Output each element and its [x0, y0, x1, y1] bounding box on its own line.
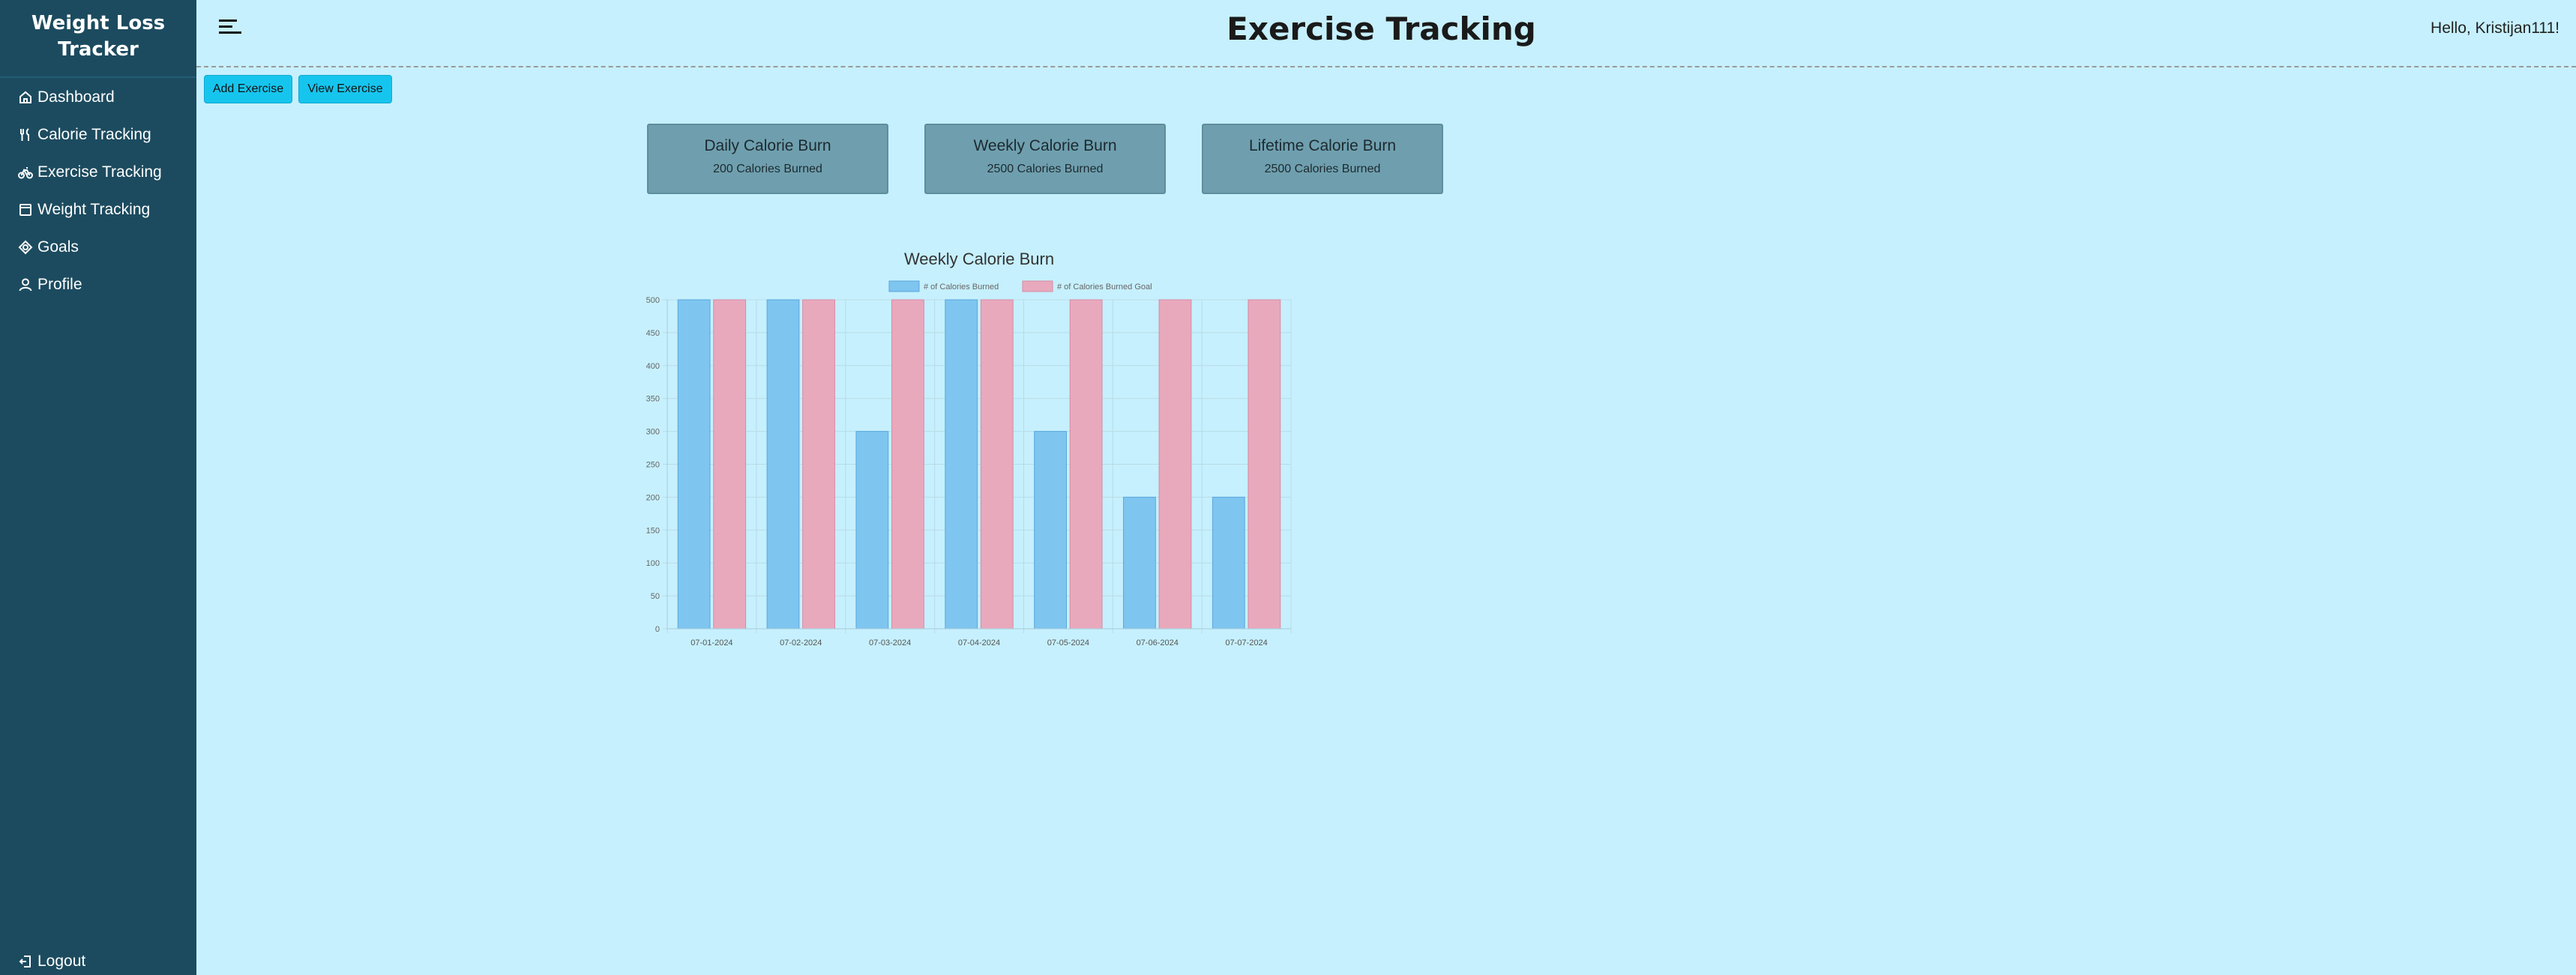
bar-calories-burned: [945, 299, 978, 630]
y-tick-label: 0: [655, 625, 660, 634]
bar-calories-burned: [766, 299, 800, 630]
scale-icon: [19, 204, 31, 216]
legend-label: # of Calories Burned Goal: [1057, 283, 1152, 292]
x-tick-label: 07-06-2024: [1137, 639, 1179, 648]
bar-calories-goal: [1069, 299, 1103, 630]
sidebar-item-calorie-tracking[interactable]: Calorie Tracking: [18, 121, 151, 148]
y-tick-label: 300: [646, 428, 660, 437]
menu-toggle-icon[interactable]: [219, 19, 241, 39]
bar-calories-goal: [802, 299, 835, 630]
bar-calories-goal: [713, 299, 747, 630]
card-title: Daily Calorie Burn: [704, 137, 831, 154]
y-tick-label: 150: [646, 526, 660, 535]
sidebar-item-label: Calorie Tracking: [37, 126, 151, 143]
weekly-calorie-burn-chart: Weekly Calorie Burn # of Calories Burned #…: [645, 240, 1394, 659]
bar-calories-goal: [980, 299, 1014, 630]
x-tick-label: 07-07-2024: [1225, 639, 1267, 648]
bar-calories-burned: [1212, 496, 1245, 630]
legend-label: # of Calories Burned: [924, 283, 999, 292]
bar-calories-burned: [855, 431, 889, 630]
y-tick-label: 350: [646, 395, 660, 404]
legend-swatch: [1022, 280, 1053, 292]
y-tick-label: 500: [646, 296, 660, 305]
y-tick-label: 200: [646, 493, 660, 502]
bar-calories-goal: [891, 299, 924, 630]
user-greeting: Hello, Kristijan111!: [2431, 19, 2560, 37]
chart-title: Weekly Calorie Burn: [904, 250, 1054, 268]
card-value: 200 Calories Burned: [713, 163, 822, 175]
bar-calories-burned: [1034, 431, 1067, 630]
sidebar: Weight Loss Tracker Dashboard Calorie Tr…: [0, 0, 196, 975]
sidebar-item-label: Goals: [37, 238, 79, 256]
lifetime-calorie-burn-card: Lifetime Calorie Burn 2500 Calories Burn…: [1202, 124, 1443, 194]
logout-label: Logout: [37, 953, 86, 970]
y-tick-label: 250: [646, 461, 660, 470]
x-tick-label: 07-05-2024: [1047, 639, 1089, 648]
page-title: Exercise Tracking: [1227, 10, 1536, 47]
card-value: 2500 Calories Burned: [1264, 163, 1381, 175]
sidebar-item-label: Dashboard: [37, 88, 115, 106]
x-tick-label: 07-02-2024: [780, 639, 822, 648]
bicycle-icon: [18, 167, 33, 179]
sidebar-item-label: Exercise Tracking: [37, 163, 162, 181]
y-tick-label: 50: [651, 592, 660, 601]
header-divider: [196, 66, 2576, 67]
bar-calories-goal: [1248, 299, 1281, 630]
sidebar-item-goals[interactable]: Goals: [18, 234, 79, 261]
x-tick-label: 07-04-2024: [958, 639, 1000, 648]
sidebar-item-weight-tracking[interactable]: Weight Tracking: [18, 196, 150, 223]
add-exercise-button[interactable]: Add Exercise: [204, 75, 292, 103]
x-tick-label: 07-03-2024: [869, 639, 911, 648]
sidebar-item-dashboard[interactable]: Dashboard: [18, 84, 115, 111]
bar-calories-burned: [677, 299, 711, 630]
bar-calories-burned: [1123, 496, 1156, 630]
sidebar-item-label: Profile: [37, 276, 82, 293]
y-tick-label: 450: [646, 329, 660, 338]
brand-line-2: Tracker: [58, 38, 139, 61]
brand-divider: [0, 76, 196, 78]
weekly-calorie-burn-card: Weekly Calorie Burn 2500 Calories Burned: [924, 124, 1166, 194]
y-tick-label: 400: [646, 362, 660, 371]
x-tick-label: 07-01-2024: [690, 639, 732, 648]
sidebar-item-profile[interactable]: Profile: [18, 271, 82, 298]
view-exercise-button[interactable]: View Exercise: [298, 75, 392, 103]
legend-swatch: [888, 280, 920, 292]
daily-calorie-burn-card: Daily Calorie Burn 200 Calories Burned: [647, 124, 888, 194]
home-icon: [19, 91, 31, 103]
brand-line-1: Weight Loss: [31, 12, 166, 34]
bar-calories-goal: [1158, 299, 1192, 630]
target-icon: [18, 240, 33, 255]
app-brand: Weight Loss Tracker: [0, 10, 196, 63]
logout-button[interactable]: Logout: [18, 948, 85, 975]
user-icon: [19, 278, 32, 292]
card-title: Weekly Calorie Burn: [973, 137, 1117, 154]
card-title: Lifetime Calorie Burn: [1248, 137, 1397, 154]
logout-icon: [19, 956, 31, 968]
utensils-icon: [20, 128, 29, 141]
y-tick-label: 100: [646, 559, 660, 568]
sidebar-item-exercise-tracking[interactable]: Exercise Tracking: [18, 159, 162, 186]
card-value: 2500 Calories Burned: [987, 163, 1104, 175]
chart-svg: Weekly Calorie Burn # of Calories Burned #…: [646, 250, 1292, 648]
sidebar-item-label: Weight Tracking: [37, 201, 151, 218]
